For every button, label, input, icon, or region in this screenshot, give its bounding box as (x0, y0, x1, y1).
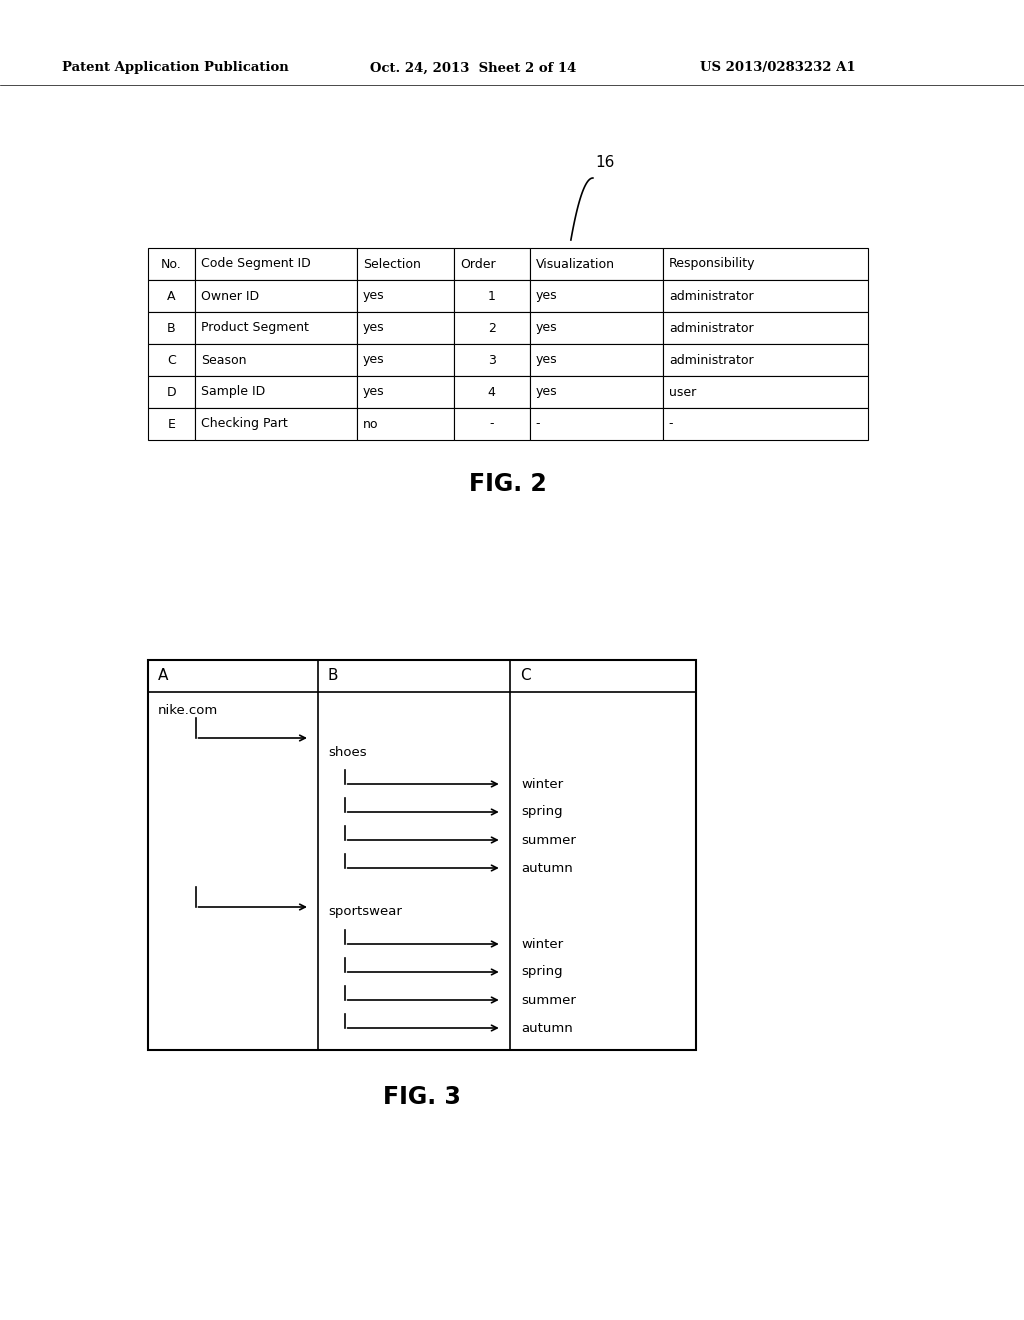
Text: D: D (167, 385, 176, 399)
Text: yes: yes (536, 289, 557, 302)
Bar (148, 376, 195, 408)
Text: spring: spring (521, 965, 563, 978)
Bar (454, 248, 529, 280)
Bar (529, 280, 663, 312)
Text: B: B (167, 322, 176, 334)
Bar (529, 248, 663, 280)
Text: Product Segment: Product Segment (201, 322, 308, 334)
Text: yes: yes (536, 354, 557, 367)
Text: B: B (328, 668, 338, 684)
Text: yes: yes (536, 385, 557, 399)
Text: E: E (168, 417, 175, 430)
Bar (663, 376, 868, 408)
Text: administrator: administrator (669, 354, 754, 367)
Bar (454, 280, 529, 312)
Text: yes: yes (362, 289, 384, 302)
Text: yes: yes (362, 385, 384, 399)
Bar (356, 312, 454, 345)
Text: administrator: administrator (669, 322, 754, 334)
Text: No.: No. (161, 257, 182, 271)
Bar (148, 408, 195, 440)
Text: C: C (167, 354, 176, 367)
Text: user: user (669, 385, 696, 399)
Text: yes: yes (362, 354, 384, 367)
Bar (529, 408, 663, 440)
Bar (529, 345, 663, 376)
Text: -: - (669, 417, 674, 430)
Bar (148, 280, 195, 312)
Text: C: C (519, 668, 530, 684)
Bar (356, 280, 454, 312)
Text: FIG. 2: FIG. 2 (469, 473, 547, 496)
Bar (529, 376, 663, 408)
Text: summer: summer (521, 833, 577, 846)
Bar (454, 312, 529, 345)
Text: A: A (158, 668, 168, 684)
Text: Checking Part: Checking Part (201, 417, 288, 430)
Text: Order: Order (460, 257, 496, 271)
Text: nike.com: nike.com (158, 704, 218, 717)
Bar (356, 345, 454, 376)
Text: no: no (362, 417, 378, 430)
Bar (454, 408, 529, 440)
Bar (195, 280, 356, 312)
Bar (148, 312, 195, 345)
Text: -: - (489, 417, 494, 430)
Bar (195, 248, 356, 280)
Text: shoes: shoes (328, 746, 367, 759)
Text: Visualization: Visualization (536, 257, 614, 271)
Text: 2: 2 (487, 322, 496, 334)
Text: Responsibility: Responsibility (669, 257, 756, 271)
Text: Selection: Selection (362, 257, 421, 271)
Bar (454, 376, 529, 408)
Bar (148, 345, 195, 376)
Text: sportswear: sportswear (328, 906, 401, 919)
Text: winter: winter (521, 777, 564, 791)
Bar (356, 408, 454, 440)
Text: 3: 3 (487, 354, 496, 367)
Text: A: A (167, 289, 176, 302)
Text: 16: 16 (595, 154, 614, 170)
Bar (195, 345, 356, 376)
Text: Oct. 24, 2013  Sheet 2 of 14: Oct. 24, 2013 Sheet 2 of 14 (370, 62, 577, 74)
Text: autumn: autumn (521, 862, 573, 874)
Bar (663, 312, 868, 345)
Bar (663, 345, 868, 376)
Text: Code Segment ID: Code Segment ID (201, 257, 310, 271)
Bar (454, 345, 529, 376)
Bar (148, 660, 696, 1049)
Bar (356, 376, 454, 408)
Text: summer: summer (521, 994, 577, 1006)
Text: -: - (536, 417, 540, 430)
Bar (663, 248, 868, 280)
Text: Patent Application Publication: Patent Application Publication (62, 62, 289, 74)
Text: Sample ID: Sample ID (201, 385, 265, 399)
Text: 1: 1 (487, 289, 496, 302)
Bar (195, 408, 356, 440)
Text: yes: yes (362, 322, 384, 334)
Text: administrator: administrator (669, 289, 754, 302)
Text: 4: 4 (487, 385, 496, 399)
Text: FIG. 3: FIG. 3 (383, 1085, 461, 1109)
Bar (195, 376, 356, 408)
Text: winter: winter (521, 937, 564, 950)
Bar (195, 312, 356, 345)
Bar (529, 312, 663, 345)
Text: US 2013/0283232 A1: US 2013/0283232 A1 (700, 62, 856, 74)
Bar (148, 248, 195, 280)
Bar (663, 280, 868, 312)
Text: Owner ID: Owner ID (201, 289, 259, 302)
Bar (663, 408, 868, 440)
Text: Season: Season (201, 354, 247, 367)
Text: spring: spring (521, 805, 563, 818)
Bar (356, 248, 454, 280)
Text: autumn: autumn (521, 1022, 573, 1035)
Text: yes: yes (536, 322, 557, 334)
